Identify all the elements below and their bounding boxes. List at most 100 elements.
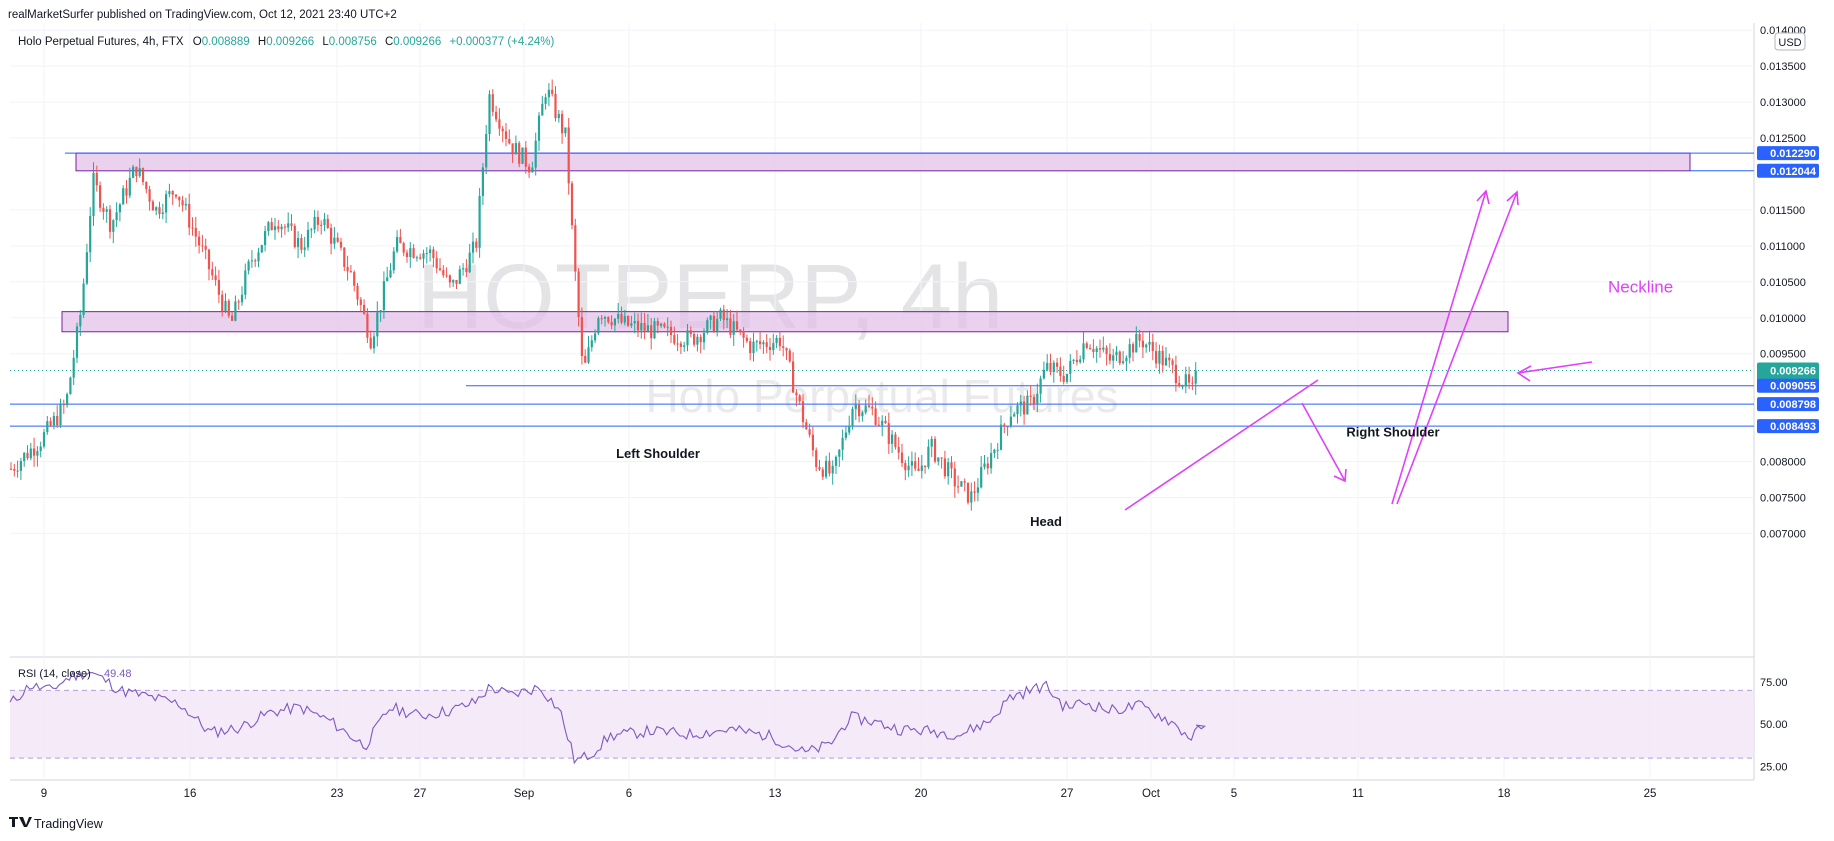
candle	[666, 317, 669, 337]
candle	[115, 202, 118, 227]
candle-body	[775, 337, 778, 344]
candle	[877, 416, 880, 427]
candle	[712, 310, 715, 333]
resistance-zone[interactable]	[75, 152, 1691, 172]
candle-body	[891, 434, 894, 444]
candle-body	[16, 470, 19, 472]
candle-body	[471, 241, 475, 253]
candle	[689, 326, 692, 338]
candle-body	[300, 238, 303, 250]
zone-top-tag-text: 0.012290	[1770, 148, 1816, 160]
candle-body	[1145, 344, 1148, 348]
candle	[699, 334, 702, 354]
candle-body	[712, 315, 715, 332]
candle-body	[834, 456, 838, 466]
candle	[669, 320, 673, 343]
candle-body	[356, 285, 359, 300]
neckline-zone[interactable]	[61, 311, 1509, 333]
candle-body	[250, 260, 253, 262]
candle-body	[739, 329, 742, 332]
candle	[986, 456, 989, 475]
time-tick-label: 9	[41, 788, 47, 800]
candle	[118, 203, 121, 222]
candle	[844, 426, 847, 441]
currency-badge[interactable]	[1774, 32, 1806, 51]
candle-body	[778, 337, 781, 347]
candle-body	[1108, 354, 1111, 361]
candle	[871, 397, 874, 416]
candle-body	[633, 320, 636, 324]
candle	[1178, 375, 1181, 388]
annotation-right-shoulder[interactable]: Right Shoulder	[1346, 424, 1439, 439]
annotation-neckline[interactable]: Neckline	[1608, 278, 1673, 297]
candle	[23, 452, 26, 467]
candle	[92, 162, 95, 226]
candle	[960, 480, 963, 487]
candle-body	[574, 225, 577, 272]
candle-body	[993, 449, 996, 454]
rsi-tick-label: 25.00	[1760, 762, 1788, 774]
candle-body	[610, 322, 613, 326]
candle	[663, 322, 666, 329]
pullback-arrow-line	[1301, 402, 1346, 482]
candle-body	[485, 134, 488, 168]
price-axis[interactable]: 0.0140000.0135000.0130000.0125000.011500…	[1760, 25, 1806, 773]
tradingview-logo[interactable]: TradingView	[9, 817, 104, 831]
candle-body	[851, 408, 854, 426]
candle	[1092, 339, 1095, 359]
candle-body	[227, 300, 230, 316]
candle-body	[89, 215, 92, 253]
candle	[39, 441, 42, 458]
candle	[52, 411, 55, 430]
target-arrowhead-1	[1476, 189, 1490, 205]
candle	[435, 250, 438, 274]
candle	[874, 401, 877, 427]
time-tick-label: Oct	[1142, 788, 1161, 800]
candle	[848, 415, 851, 436]
candle	[72, 349, 75, 386]
rsi-value: 49.48	[104, 668, 132, 680]
time-tick-label: 27	[1061, 788, 1074, 800]
candle-body	[1023, 401, 1026, 415]
hline-tag	[1757, 378, 1819, 393]
candle	[254, 258, 257, 267]
hline-tag-text: 0.009055	[1770, 381, 1816, 393]
candle	[165, 190, 168, 224]
candle	[283, 224, 286, 235]
candle	[287, 212, 290, 232]
candle-body	[646, 325, 649, 331]
candle	[333, 227, 336, 249]
annotation-left-shoulder[interactable]: Left Shoulder	[616, 446, 700, 461]
candle	[62, 399, 65, 414]
candle	[151, 199, 154, 211]
candle	[488, 90, 491, 142]
candle	[102, 203, 105, 220]
trend-arrows	[1124, 189, 1593, 511]
candle-body	[23, 452, 26, 462]
annotation-head[interactable]: Head	[1030, 514, 1062, 529]
candle-body	[854, 404, 857, 409]
candle-body	[966, 482, 970, 503]
candle	[716, 311, 719, 337]
candle	[726, 309, 729, 329]
candle	[650, 317, 653, 350]
tradingview-brand: TradingView	[34, 817, 104, 831]
candle-body	[831, 465, 834, 474]
candle	[1009, 405, 1012, 429]
candle-body	[72, 357, 75, 378]
candle	[297, 231, 300, 259]
candle	[412, 244, 415, 259]
candle-body	[415, 257, 418, 259]
candle	[405, 249, 409, 263]
candle	[577, 268, 580, 327]
candle-body	[970, 491, 973, 503]
candle-body	[1009, 416, 1012, 427]
candle-body	[798, 395, 801, 402]
candle	[534, 132, 537, 176]
candle	[204, 238, 207, 260]
candle	[801, 394, 805, 429]
candle-body	[514, 143, 517, 155]
time-axis[interactable]: 9 16 23 27 Sep 6 13 20 27 Oct 5 11 18 25	[41, 788, 1657, 800]
legend-o-value: 0.008889	[202, 36, 250, 48]
